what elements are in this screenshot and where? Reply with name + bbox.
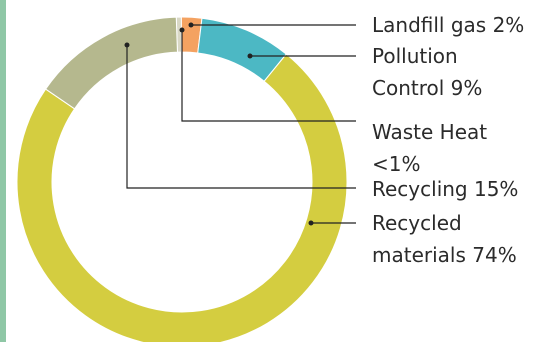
label-pollution-control-line-2: Control 9% <box>372 76 482 100</box>
label-recycling-line-1: Recycling 15% <box>372 177 518 201</box>
donut-slices <box>16 16 348 342</box>
label-recycled-materials-line-2: materials 74% <box>372 243 517 267</box>
label-landfill-gas-line-1: Landfill gas 2% <box>372 13 524 37</box>
label-waste-heat-line-1: Waste Heat <box>372 120 487 144</box>
slice-labels: Waste Heat <1% Landfill gas 2% Pollution Con… <box>372 13 524 267</box>
slice-recycled-materials <box>16 53 348 342</box>
leader-lines <box>124 22 356 226</box>
slice-recycling <box>44 16 178 110</box>
label-recycled-materials-line-1: Recycled <box>372 211 462 235</box>
leader-line-recycling <box>126 45 356 189</box>
label-pollution-control-line-1: Pollution <box>372 44 458 68</box>
leader-line-waste-heat <box>181 30 356 122</box>
label-waste-heat-line-2: <1% <box>372 152 421 176</box>
accent-bar <box>0 0 6 342</box>
